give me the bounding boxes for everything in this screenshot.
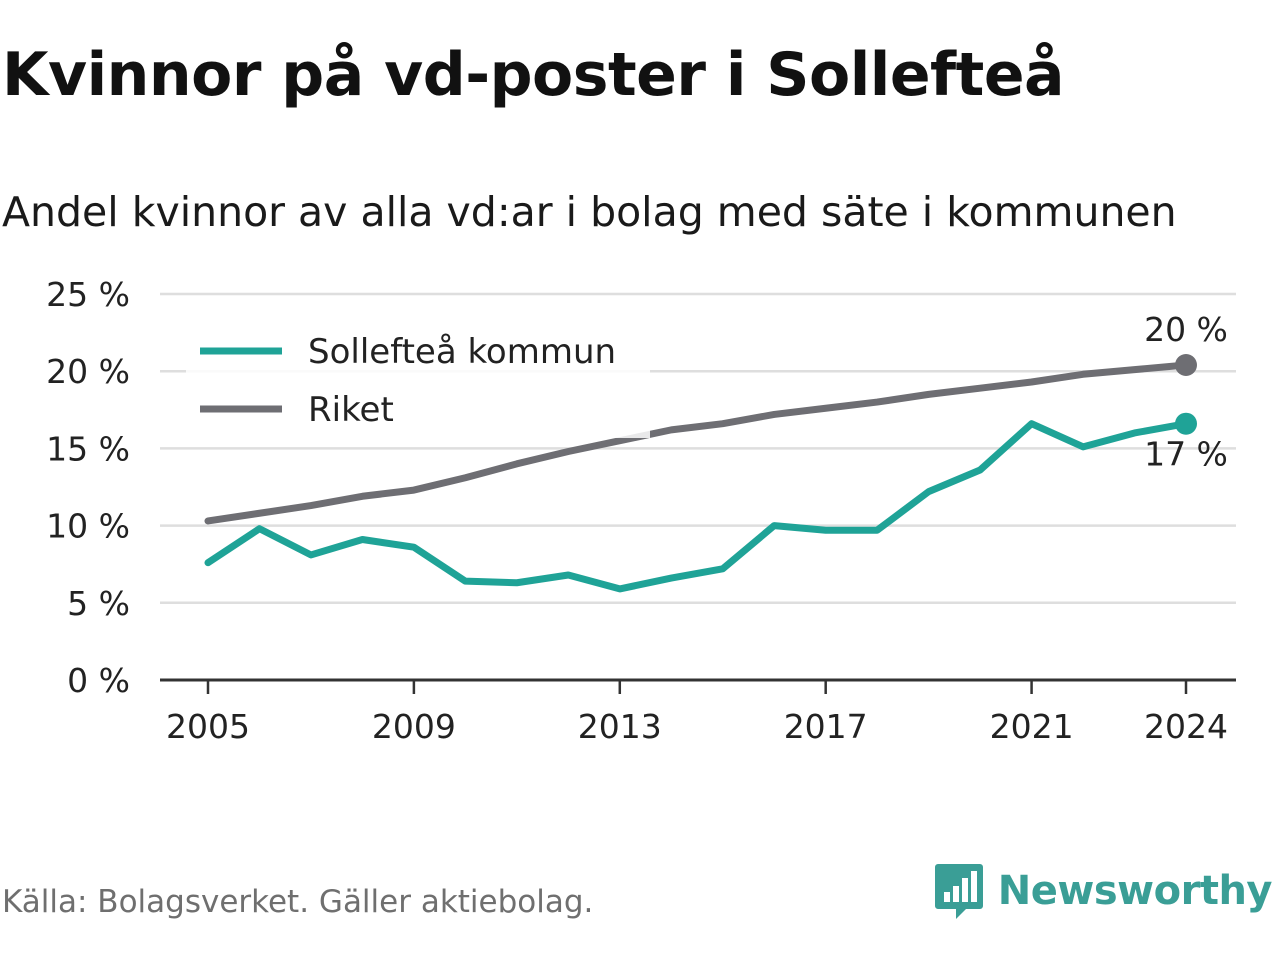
brand-logo: Newsworthy (934, 862, 1273, 920)
grid-lines: 0 % 5 % 10 % 15 % 20 % 25 % (46, 275, 1236, 700)
series-end-point-1 (1175, 354, 1197, 377)
series-end-point-0 (1175, 412, 1197, 435)
y-tick-label: 20 % (46, 352, 130, 391)
x-tick-label: 2005 (166, 707, 250, 746)
chart-subtitle: Andel kvinnor av alla vd:ar i bolag med … (2, 188, 1177, 236)
end-label-riket: 20 % (1144, 310, 1228, 349)
x-tick-label: 2024 (1144, 707, 1228, 746)
end-label-solleftea: 17 % (1144, 435, 1228, 474)
y-tick-label: 25 % (46, 275, 130, 314)
y-tick-label: 10 % (46, 507, 130, 546)
legend-background (186, 322, 650, 438)
x-tick-label: 2013 (578, 707, 662, 746)
end-labels: 20 % 17 % (1144, 310, 1228, 474)
x-tick-label: 2021 (990, 707, 1074, 746)
legend-label: Riket (308, 390, 394, 430)
series-lines (204, 354, 1197, 593)
brand-name: Newsworthy (997, 868, 1273, 914)
y-tick-label: 15 % (46, 429, 130, 468)
y-tick-label: 5 % (67, 584, 130, 623)
line-chart: 0 %5 %10 %15 %20 %25 % 2005 2009 2013 2017 2… (46, 275, 1236, 746)
chart-title: Kvinnor på vd-poster i Sollefteå (2, 40, 1065, 110)
x-tick-label: 2009 (372, 707, 456, 746)
bar-chart-speech-bubble-icon (934, 864, 983, 919)
legend-label: Sollefteå kommun (308, 332, 616, 372)
series-line-1 (204, 361, 1190, 525)
legend: Sollefteå kommun Riket (186, 322, 650, 438)
source-note: Källa: Bolagsverket. Gäller aktiebolag. (2, 884, 594, 920)
y-tick-label: 0 % (67, 661, 130, 700)
x-axis: 2005 2009 2013 2017 2021 2024 (160, 678, 1236, 746)
x-tick-label: 2017 (784, 707, 868, 746)
series-line-0 (204, 420, 1190, 593)
